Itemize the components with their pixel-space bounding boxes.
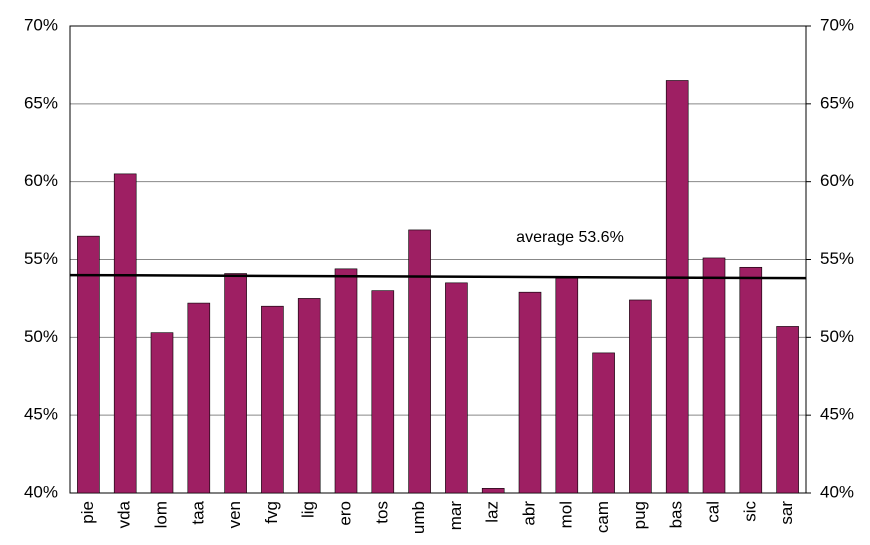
bar <box>408 229 431 494</box>
bar <box>629 299 652 494</box>
bar <box>665 80 689 494</box>
y-tick-label: 50% <box>24 327 58 346</box>
x-tick-label: tos <box>372 501 391 524</box>
y2-tick-label: 70% <box>820 15 854 34</box>
y-tick-label: 55% <box>24 249 58 268</box>
x-tick-label: fvg <box>262 501 281 524</box>
y2-tick-label: 60% <box>820 171 854 190</box>
x-tick-label: cam <box>593 501 612 533</box>
bar <box>297 298 321 494</box>
x-tick-label: pug <box>630 501 649 529</box>
x-tick-label: bas <box>667 501 686 528</box>
x-tick-label: cal <box>703 501 722 523</box>
x-tick-label: sic <box>740 501 759 522</box>
x-tick-label: mol <box>556 501 575 528</box>
bar <box>445 282 468 494</box>
trend-line <box>69 273 807 280</box>
y2-tick-label: 45% <box>820 405 854 424</box>
bar <box>334 268 358 494</box>
bar <box>702 257 726 494</box>
x-tick-label: lig <box>299 501 318 518</box>
x-tick-label: mar <box>446 501 465 531</box>
x-tick-label: taa <box>188 500 207 524</box>
x-tick-label: laz <box>483 501 502 523</box>
x-tick-label: lom <box>151 501 170 528</box>
bar <box>150 332 174 494</box>
bar <box>113 173 137 494</box>
y2-tick-label: 55% <box>820 249 854 268</box>
y2-tick-label: 65% <box>820 93 854 112</box>
y-tick-label: 60% <box>24 171 58 190</box>
bar <box>371 290 395 494</box>
bar <box>224 273 247 494</box>
bar <box>776 326 799 494</box>
bar <box>555 277 579 494</box>
bar <box>518 291 542 494</box>
y-tick-label: 70% <box>24 15 58 34</box>
bar <box>481 488 505 494</box>
x-tick-label: ven <box>225 501 244 528</box>
y-tick-label: 45% <box>24 405 58 424</box>
y-tick-label: 65% <box>24 93 58 112</box>
x-tick-label: umb <box>409 501 428 534</box>
plot-frame <box>69 25 807 494</box>
annotation: average 53.6% <box>516 229 624 246</box>
y2-tick-label: 40% <box>820 482 854 501</box>
bar <box>739 266 763 494</box>
bar <box>261 305 284 494</box>
x-tick-label: pie <box>78 501 97 524</box>
x-tick-label: abr <box>519 501 538 526</box>
x-tick-label: sar <box>777 501 796 525</box>
y-tick-label: 40% <box>24 482 58 501</box>
x-tick-label: ero <box>335 501 354 526</box>
bar <box>187 302 211 494</box>
bar <box>77 235 100 494</box>
y2-tick-label: 50% <box>820 327 854 346</box>
x-tick-label: vda <box>115 500 134 528</box>
bar <box>592 352 615 494</box>
